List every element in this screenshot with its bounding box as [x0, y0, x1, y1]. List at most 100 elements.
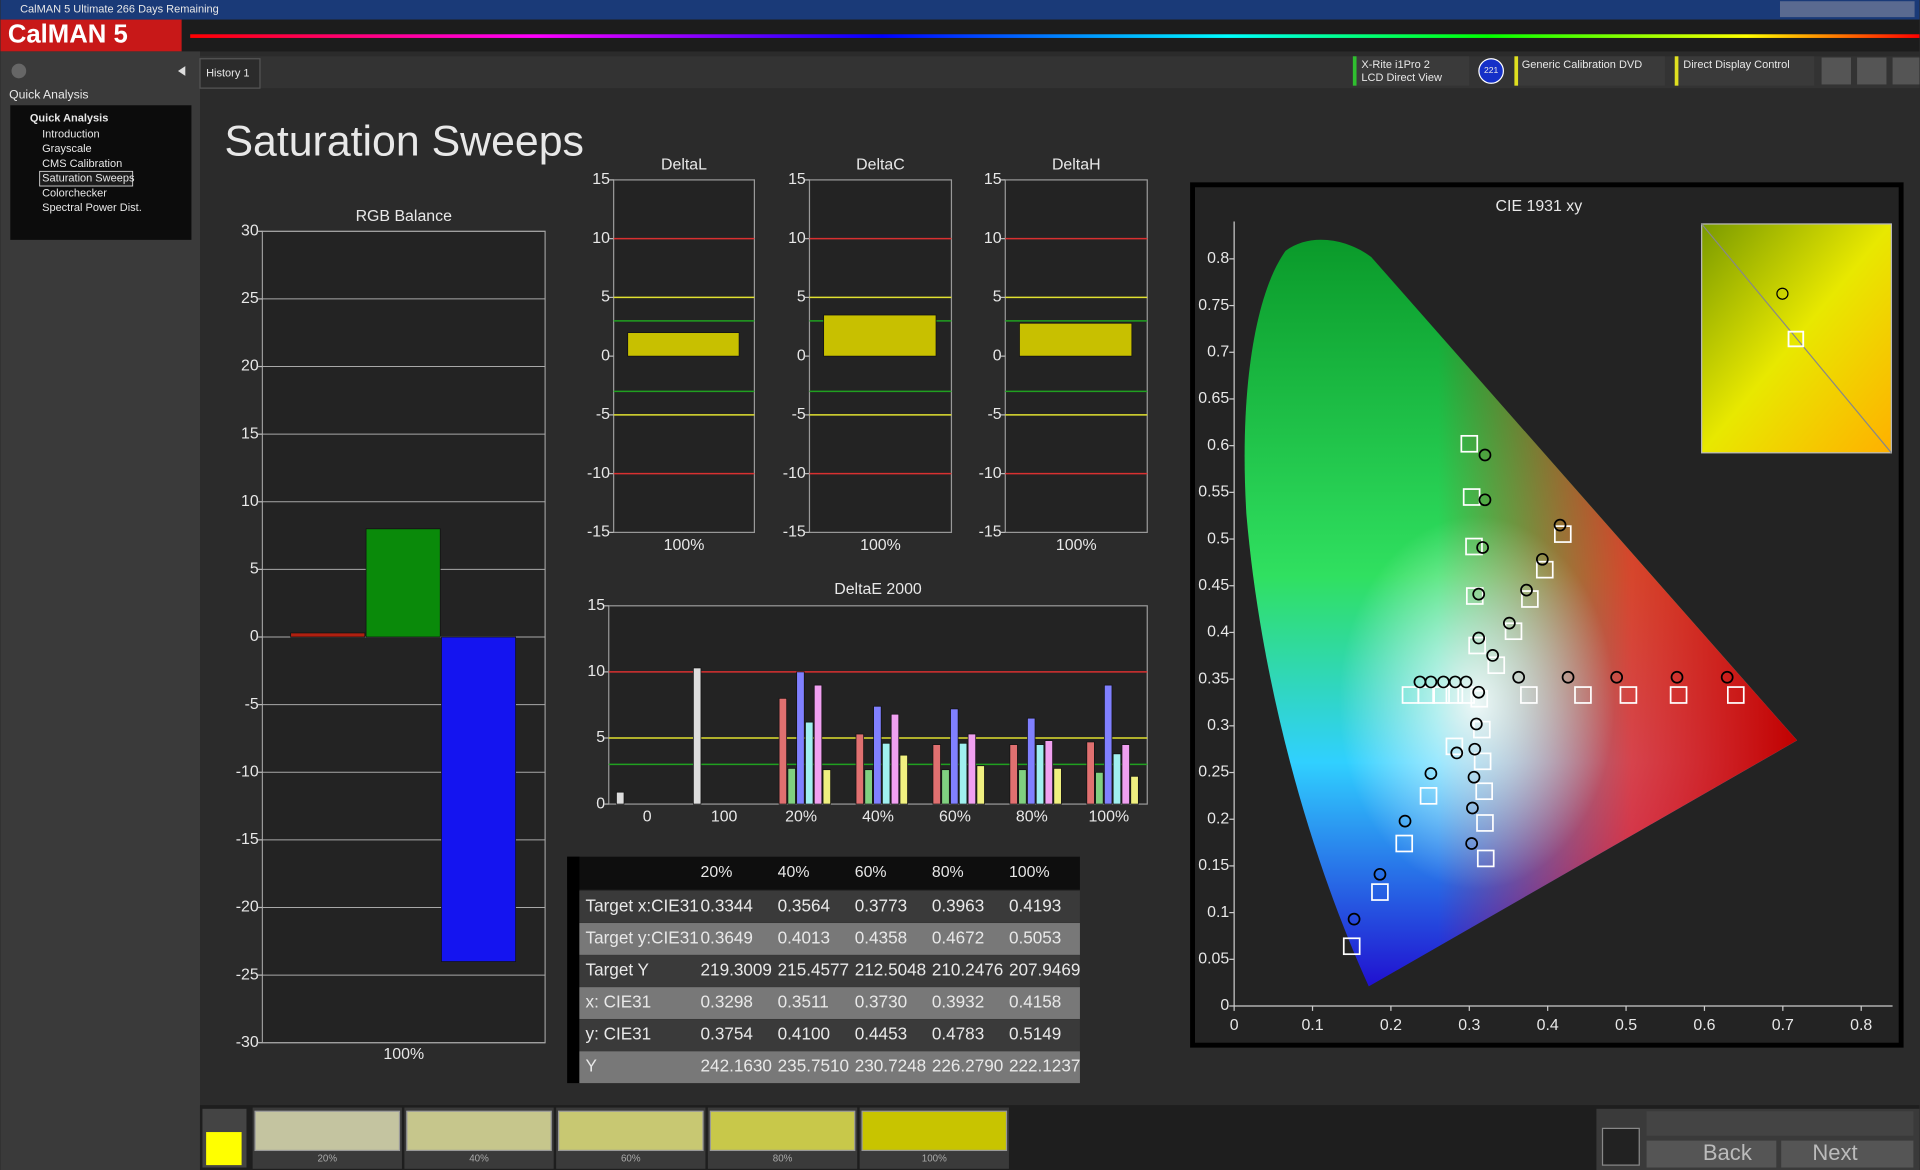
table-cell: 0.3730 [855, 992, 907, 1012]
back-button[interactable] [1646, 1140, 1777, 1168]
y-tick-label: 0 [993, 347, 1002, 364]
measured-point [1398, 814, 1412, 828]
table-header-bg [567, 856, 1080, 890]
y-tick-label: 15 [592, 171, 610, 188]
tree-item[interactable]: CMS Calibration [42, 158, 122, 170]
y-tick-label: 0.2 [1207, 810, 1229, 827]
bar [778, 697, 788, 805]
measured-point [1512, 670, 1526, 684]
table-row-bg [579, 1051, 1080, 1084]
chart-title: CIE 1931 xy [1496, 198, 1583, 215]
tree-group[interactable]: Quick Analysis [30, 113, 108, 125]
y-tick-label: 0.6 [1207, 437, 1229, 454]
current-color [206, 1132, 242, 1166]
tree-item[interactable]: Saturation Sweeps [42, 173, 135, 185]
swatch[interactable] [254, 1110, 401, 1152]
settings-button[interactable] [1821, 57, 1851, 85]
badge-text: 221 [1484, 65, 1499, 75]
target-point [1553, 525, 1572, 543]
bar [1095, 771, 1104, 805]
badge[interactable] [1478, 58, 1505, 84]
bar [1112, 753, 1122, 805]
next-button[interactable] [1781, 1140, 1914, 1168]
table-cell: 0.3511 [778, 992, 829, 1012]
measured-point [1486, 649, 1500, 662]
help-button[interactable] [1857, 57, 1887, 85]
table-cell: 0.5149 [1009, 1024, 1061, 1044]
bar [1019, 322, 1133, 357]
meter-box[interactable] [1352, 56, 1470, 86]
tree-item[interactable]: Grayscale [42, 143, 92, 155]
y-tick-label: 0.45 [1198, 577, 1229, 594]
y-tick-label: 0.8 [1207, 250, 1229, 267]
table-cell: 0.3963 [932, 895, 984, 915]
y-tick-label: -10 [587, 465, 610, 482]
chart-title: DeltaL [661, 156, 707, 173]
measured-point [1466, 801, 1479, 815]
tab[interactable] [199, 58, 261, 89]
bar [822, 769, 831, 805]
measured-point [1502, 616, 1516, 630]
tree-item[interactable]: Spectral Power Dist. [42, 202, 142, 214]
panel-button[interactable] [1892, 57, 1920, 85]
bar [823, 314, 937, 357]
y-tick-label: 0.4 [1207, 624, 1229, 641]
display-box[interactable] [1674, 56, 1815, 86]
measured-point [1347, 912, 1361, 926]
inset-diagonal [1701, 223, 1892, 454]
y-tick-label: 5 [250, 561, 259, 578]
swatch-label: 20% [317, 1154, 337, 1165]
tree-item[interactable]: Colorchecker [42, 187, 107, 199]
table-cell: 0.4783 [932, 1024, 984, 1044]
logo-box[interactable] [0, 19, 182, 52]
measured-point [1553, 518, 1567, 532]
target-point [1504, 622, 1523, 641]
tree-item[interactable]: Introduction [42, 129, 99, 141]
y-tick-label: 0 [601, 347, 610, 364]
bar [958, 742, 968, 805]
x-tick-label: 100 [711, 809, 738, 826]
swatch[interactable] [557, 1110, 704, 1152]
swatch[interactable] [709, 1110, 856, 1152]
measured-point [1610, 670, 1624, 684]
measured-point [1469, 717, 1483, 731]
selected-highlight [39, 170, 134, 187]
collapse-arrow[interactable] [177, 66, 186, 76]
table-cell: 222.1237 [1009, 1056, 1080, 1076]
sidebar-button[interactable] [11, 63, 27, 79]
chart-title: RGB Balance [356, 208, 453, 225]
chart-title: DeltaE 2000 [834, 581, 922, 598]
target-point [1371, 883, 1389, 901]
source-box[interactable] [1514, 56, 1665, 86]
x-tick-label: 0 [1230, 1017, 1239, 1034]
x-tick-label: 40% [862, 809, 894, 826]
measured-point [1424, 767, 1438, 780]
bar [805, 721, 814, 805]
bar [941, 769, 950, 805]
measured-point [1520, 583, 1533, 597]
measured-point [1670, 670, 1684, 684]
table-cell: 0.4158 [1009, 992, 1061, 1012]
sidebar-heading: Quick Analysis [9, 88, 88, 102]
y-tick-label: -5 [245, 696, 259, 713]
table-cell: 0.4453 [855, 1024, 907, 1044]
bar [1086, 741, 1095, 805]
measured-point [1450, 746, 1464, 760]
swatch[interactable] [406, 1110, 552, 1152]
target-point [1669, 686, 1688, 704]
table-cell: 0.4013 [778, 927, 830, 947]
y-tick-label: -25 [236, 966, 259, 983]
x-tick-label: 0.5 [1615, 1017, 1637, 1034]
swatch[interactable] [861, 1110, 1008, 1152]
measured-point [1561, 670, 1575, 684]
stop-button[interactable] [1601, 1127, 1640, 1166]
x-tick-label: 100% [860, 537, 901, 554]
target-point [1468, 636, 1486, 655]
playback-buttons[interactable] [1646, 1111, 1914, 1136]
x-tick-label: 20% [785, 809, 817, 826]
target-point [1342, 937, 1361, 956]
y-tick-label: 5 [797, 289, 806, 306]
window-buttons[interactable] [1779, 1, 1915, 18]
y-tick-label: 30 [241, 223, 259, 240]
